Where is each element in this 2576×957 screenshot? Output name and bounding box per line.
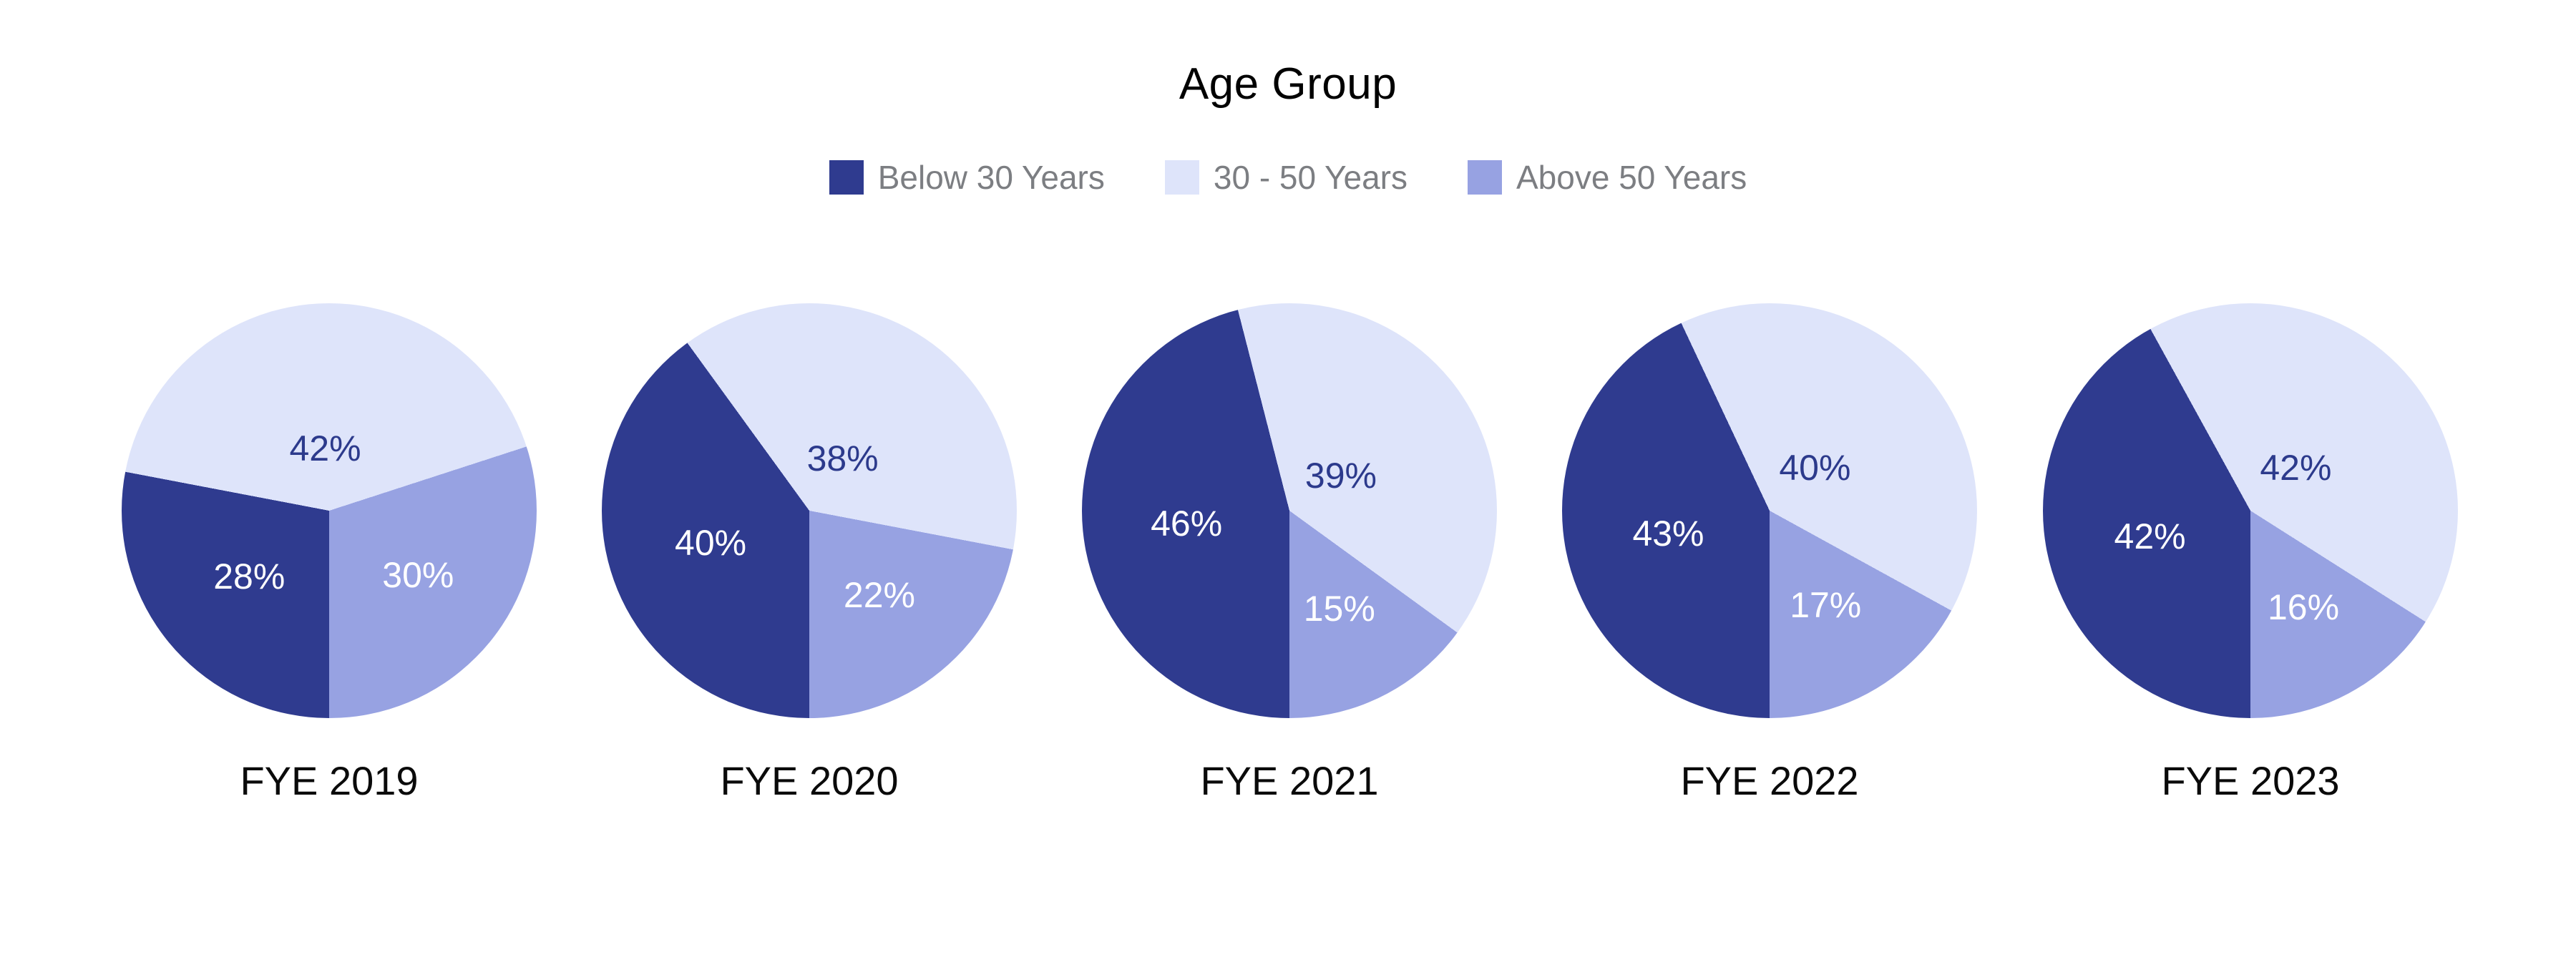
legend-label-30-50: 30 - 50 Years [1213, 159, 1407, 196]
page-title: Age Group [1179, 59, 1397, 109]
slice-label-30-50: 40% [1779, 448, 1851, 489]
legend-label-above-50: Above 50 Years [1516, 159, 1747, 196]
slice-label-above-50: 16% [2267, 587, 2340, 627]
pie-caption-fye-2020: FYE 2020 [720, 758, 899, 803]
pie-caption-fye-2022: FYE 2022 [1680, 758, 1859, 803]
slice-label-30-50: 38% [806, 438, 879, 478]
slice-label-above-50: 30% [382, 555, 454, 596]
legend-swatch-30-50-icon [1164, 160, 1199, 195]
pie-fye-2019: 28% 42% 30% [122, 303, 537, 718]
pie-column-fye-2020: 40% 38% 22% FYE 2020 [602, 303, 1017, 847]
pie-column-fye-2019: 28% 42% 30% FYE 2019 [122, 303, 537, 847]
slice-label-below-30: 42% [2114, 516, 2186, 557]
slice-label-below-30: 40% [675, 522, 747, 563]
pie-fye-2022: 43% 40% 17% [1562, 303, 1977, 718]
pie-chart-row: 28% 42% 30% FYE 2019 40% 38% 22% FYE 202… [0, 303, 2576, 875]
pie-column-fye-2021: 46% 39% 15% FYE 2021 [1082, 303, 1497, 847]
legend-item-30-50: 30 - 50 Years [1164, 159, 1407, 196]
pie-caption-fye-2021: FYE 2021 [1200, 758, 1379, 803]
legend-item-above-50: Above 50 Years [1467, 159, 1747, 196]
slice-label-below-30: 46% [1151, 504, 1223, 544]
slice-label-30-50: 39% [1304, 456, 1377, 496]
pie-fye-2023: 42% 42% 16% [2043, 303, 2458, 718]
slice-label-30-50: 42% [289, 428, 361, 469]
pie-column-fye-2022: 43% 40% 17% FYE 2022 [1562, 303, 1977, 847]
slice-label-below-30: 43% [1632, 513, 1704, 554]
legend: Below 30 Years 30 - 50 Years Above 50 Ye… [0, 159, 2576, 196]
pie-caption-fye-2019: FYE 2019 [240, 758, 419, 803]
slice-label-below-30: 28% [213, 556, 286, 597]
slice-label-above-50: 22% [843, 575, 916, 616]
slice-label-above-50: 15% [1303, 588, 1375, 629]
pie-caption-fye-2023: FYE 2023 [2161, 758, 2340, 803]
legend-label-below-30: Below 30 Years [877, 159, 1105, 196]
pie-fye-2021: 46% 39% 15% [1082, 303, 1497, 718]
legend-swatch-above-50-icon [1467, 160, 1502, 195]
slice-label-30-50: 42% [2260, 448, 2332, 489]
pie-fye-2020: 40% 38% 22% [602, 303, 1017, 718]
legend-swatch-below-30-icon [829, 160, 864, 195]
slice-label-above-50: 17% [1790, 585, 1862, 626]
legend-item-below-30: Below 30 Years [829, 159, 1105, 196]
pie-column-fye-2023: 42% 42% 16% FYE 2023 [2043, 303, 2458, 847]
